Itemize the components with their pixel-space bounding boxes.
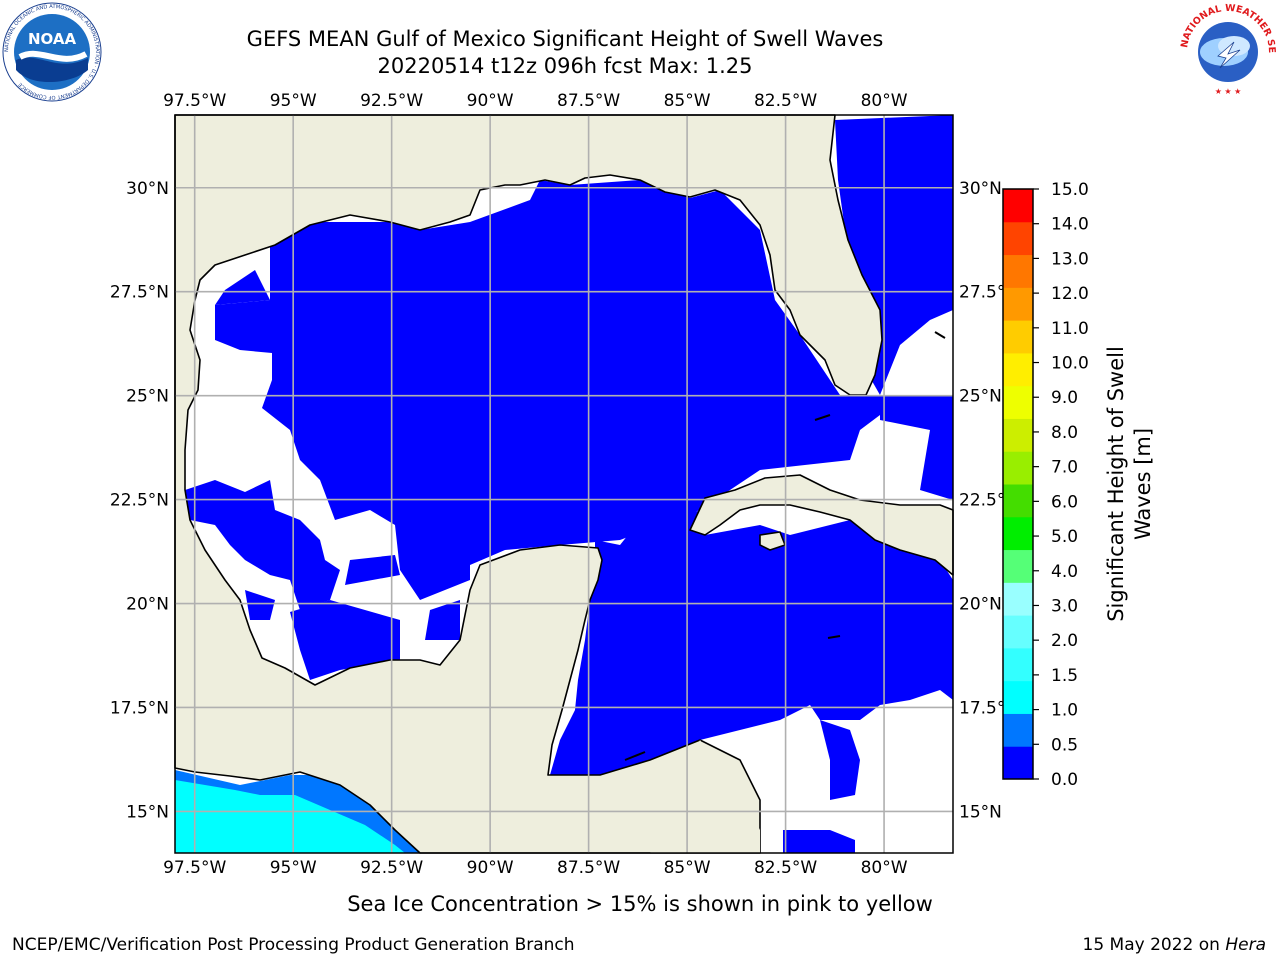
- graticule: [175, 115, 953, 853]
- colorbar-segment: [1003, 582, 1033, 616]
- sea-ice-note: Sea Ice Concentration > 15% is shown in …: [347, 892, 933, 916]
- branch-credit: NCEP/EMC/Verification Post Processing Pr…: [12, 935, 575, 955]
- lat-label-left: 17.5°N: [110, 698, 169, 718]
- colorbar-tick-label: 0.0: [1051, 770, 1078, 790]
- colorbar-segment: [1003, 385, 1033, 419]
- run-date: 15 May 2022 on Hera: [1083, 935, 1267, 955]
- lat-label-left: 15°N: [126, 802, 169, 822]
- lat-label-left: 20°N: [126, 595, 169, 615]
- colorbar-tick-label: 2.0: [1051, 631, 1078, 651]
- lat-label-left: 27.5°N: [110, 283, 169, 303]
- colorbar-segment: [1003, 418, 1033, 452]
- colorbar-segment: [1003, 549, 1033, 583]
- colorbar-segment: [1003, 189, 1033, 223]
- lon-label-bottom: 95°W: [270, 858, 317, 878]
- lon-label-bottom: 97.5°W: [163, 858, 226, 878]
- colorbar-tick-label: 7.0: [1051, 458, 1078, 478]
- colorbar-segment: [1003, 680, 1033, 714]
- colorbar-segment: [1003, 320, 1033, 354]
- svg-text:★ ★ ★: ★ ★ ★: [1215, 87, 1242, 96]
- colorbar-tick-label: 6.0: [1051, 492, 1078, 512]
- colorbar-segment: [1003, 254, 1033, 288]
- lat-label-right: 30°N: [959, 179, 1002, 199]
- colorbar-segment: [1003, 713, 1033, 747]
- map-plot-area: [174, 114, 954, 854]
- colorbar-label-line: Significant Height of Swell: [1104, 346, 1128, 622]
- longitude-labels: 97.5°W 97.5°W 95°W 95°W 92.5°W 92.5°W 90°W 90°W…: [163, 91, 908, 878]
- lon-label-top: 82.5°W: [754, 91, 817, 111]
- host-name: Hera: [1225, 935, 1266, 955]
- chart-subtitle: 20220514 t12z 096h fcst Max: 1.25: [377, 54, 753, 78]
- colorbar-segment: [1003, 615, 1033, 649]
- colorbar-segment: [1003, 451, 1033, 485]
- colorbar-segment: [1003, 352, 1033, 387]
- colorbar-tick-label: 1.5: [1051, 666, 1078, 686]
- lon-label-top: 87.5°W: [557, 91, 620, 111]
- lat-label-left: 30°N: [126, 179, 169, 199]
- colorbar-segment: [1003, 746, 1033, 780]
- colorbar-segment: [1003, 647, 1033, 682]
- map-frame: [174, 114, 954, 854]
- noaa-logo-icon: NATIONAL OCEANIC AND ATMOSPHERIC ADMINIS…: [2, 2, 102, 102]
- colorbar-tick-label: 1.0: [1051, 701, 1078, 721]
- colorbar-segment: [1003, 221, 1033, 256]
- colorbar-tick-label: 14.0: [1051, 215, 1089, 235]
- lon-label-top: 80°W: [861, 91, 908, 111]
- colorbar-segment: [1003, 516, 1033, 551]
- colorbar-tick-label: 3.0: [1051, 596, 1078, 616]
- lon-label-bottom: 87.5°W: [557, 858, 620, 878]
- lon-label-bottom: 85°W: [664, 858, 711, 878]
- nws-logo-icon: NATIONAL WEATHER SERVICE ★ ★ ★: [1178, 2, 1277, 100]
- colorbar-tick-label: 12.0: [1051, 284, 1089, 304]
- lon-label-bottom: 82.5°W: [754, 858, 817, 878]
- colorbar-segment: [1003, 287, 1033, 321]
- colorbar-label: Significant Height of Swell Waves [m]: [1104, 346, 1155, 622]
- lon-label-top: 90°W: [467, 91, 514, 111]
- colorbar-tick-label: 15.0: [1051, 180, 1089, 200]
- colorbar-segment: [1003, 484, 1033, 518]
- colorbar: 0.0 0.5 1.0 1.5 2.0 3.0 4.0 5.0 6.0 7.0 8.0 9.0 10.0…: [1002, 180, 1089, 790]
- lat-label-right: 15°N: [959, 802, 1002, 822]
- colorbar-tick-label: 9.0: [1051, 388, 1078, 408]
- colorbar-frame: [1002, 188, 1034, 780]
- lon-label-bottom: 90°W: [467, 858, 514, 878]
- lat-label-right: 20°N: [959, 595, 1002, 615]
- lon-label-top: 92.5°W: [360, 91, 423, 111]
- lon-label-bottom: 80°W: [861, 858, 908, 878]
- lat-label-left: 25°N: [126, 387, 169, 407]
- colorbar-tick-label: 10.0: [1051, 354, 1089, 374]
- colorbar-tick-label: 5.0: [1051, 527, 1078, 547]
- run-date-text: 15 May 2022 on: [1083, 935, 1226, 955]
- colorbar-tick-label: 4.0: [1051, 562, 1078, 582]
- colorbar-tick-label: 0.5: [1051, 735, 1078, 755]
- svg-text:NOAA: NOAA: [28, 30, 77, 48]
- lon-label-top: 95°W: [270, 91, 317, 111]
- lon-label-bottom: 92.5°W: [360, 858, 423, 878]
- lat-label-right: 25°N: [959, 387, 1002, 407]
- colorbar-label-line: Waves [m]: [1131, 428, 1155, 540]
- lat-label-left: 22.5°N: [110, 491, 169, 511]
- lon-label-top: 97.5°W: [163, 91, 226, 111]
- colorbar-tick-label: 13.0: [1051, 249, 1089, 269]
- chart-title: GEFS MEAN Gulf of Mexico Significant Hei…: [246, 27, 884, 51]
- colorbar-tick-label: 11.0: [1051, 319, 1089, 339]
- lon-label-top: 85°W: [664, 91, 711, 111]
- colorbar-tick-label: 8.0: [1051, 423, 1078, 443]
- islands: [624, 331, 946, 761]
